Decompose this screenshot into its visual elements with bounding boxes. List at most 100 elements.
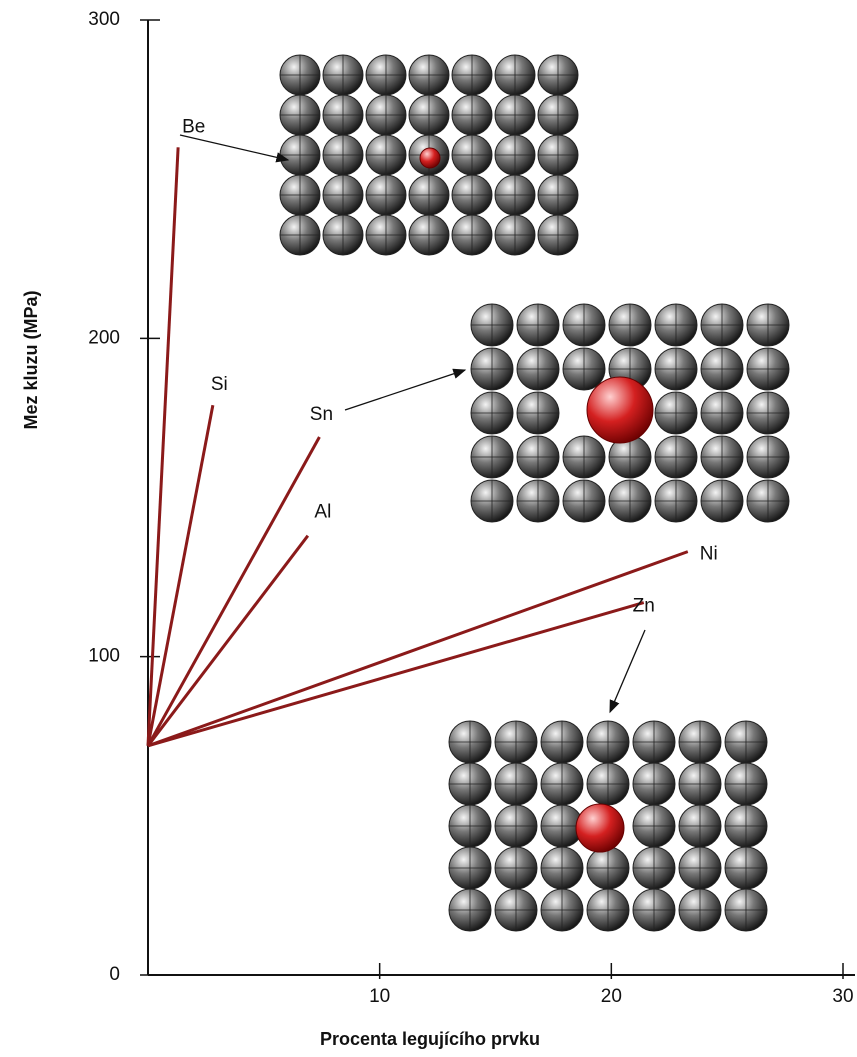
atom-line [495, 721, 537, 763]
atom-line [449, 847, 491, 889]
atom-line [701, 304, 743, 346]
series-label: Al [314, 502, 331, 523]
atom-line [587, 763, 629, 805]
atom-line [280, 175, 320, 215]
x-tick-label: 30 [832, 986, 853, 1007]
atom-line [495, 215, 535, 255]
arrow [179, 134, 290, 163]
atom-line [538, 175, 578, 215]
atom-line [471, 392, 513, 434]
atom-line [563, 480, 605, 522]
atom-line [452, 55, 492, 95]
y-tick-label: 200 [88, 327, 120, 348]
atom-line [655, 348, 697, 390]
atom-line [701, 480, 743, 522]
atom-line [495, 889, 537, 931]
atom-line [655, 436, 697, 478]
atom-line [609, 436, 651, 478]
atom-line [495, 55, 535, 95]
lattice-illustrations [279, 54, 790, 932]
atom-line [679, 847, 721, 889]
atom-line [538, 135, 578, 175]
series-label: Sn [310, 404, 333, 425]
solute-atom [586, 376, 654, 444]
atom-line [563, 348, 605, 390]
atom-line [517, 304, 559, 346]
y-tick-label: 100 [88, 646, 120, 667]
atom-line [538, 215, 578, 255]
atom-line [449, 763, 491, 805]
atom-line [495, 763, 537, 805]
atom-line [471, 436, 513, 478]
atom-line [449, 889, 491, 931]
atom-line [280, 95, 320, 135]
atom-line [517, 348, 559, 390]
atom-line [701, 436, 743, 478]
atom-line [747, 348, 789, 390]
atom-line [747, 436, 789, 478]
atom-line [366, 55, 406, 95]
atom-line [725, 721, 767, 763]
x-tick-label: 10 [369, 986, 390, 1007]
series-label: Si [211, 374, 228, 395]
atom-line [655, 480, 697, 522]
atom-line [538, 55, 578, 95]
atom-line [725, 763, 767, 805]
atom-line [517, 436, 559, 478]
atom-line [495, 135, 535, 175]
atom-line [517, 480, 559, 522]
atom-line [633, 805, 675, 847]
atom-line [725, 847, 767, 889]
atom-line [563, 436, 605, 478]
atom-line [452, 215, 492, 255]
atom-line [679, 889, 721, 931]
atom-line [323, 135, 363, 175]
series-label: Ni [700, 544, 718, 565]
atom-line [747, 304, 789, 346]
atom-line [701, 348, 743, 390]
atom-line [323, 55, 363, 95]
series-line [146, 436, 321, 747]
atom-line [517, 392, 559, 434]
atom-line [366, 175, 406, 215]
atom-line [409, 175, 449, 215]
atom-line [449, 721, 491, 763]
atom-line [679, 805, 721, 847]
atom-line [471, 480, 513, 522]
atom-line [495, 805, 537, 847]
atom-line [587, 721, 629, 763]
y-axis-title: Mez kluzu (MPa) [21, 290, 41, 429]
atom-line [633, 721, 675, 763]
atom-line [280, 215, 320, 255]
atom-line [609, 480, 651, 522]
series-label: Zn [633, 596, 655, 617]
atom-line [538, 95, 578, 135]
atom-line [609, 304, 651, 346]
atom-line [541, 889, 583, 931]
atom-line [679, 763, 721, 805]
series-line [147, 550, 689, 748]
series-line [146, 534, 310, 747]
atom-line [747, 480, 789, 522]
atom-line [587, 889, 629, 931]
x-tick-label: 20 [601, 986, 622, 1007]
atom-line [541, 763, 583, 805]
atom-line [409, 55, 449, 95]
series-line [146, 147, 180, 746]
atom-line [409, 215, 449, 255]
atom-line [452, 135, 492, 175]
x-axis-title: Procenta legujícího prvku [320, 1029, 540, 1049]
series-line [147, 601, 645, 748]
atom-line [449, 805, 491, 847]
atom-line [587, 847, 629, 889]
atom-line [495, 95, 535, 135]
atom-line [409, 95, 449, 135]
arrow [344, 368, 467, 411]
series-label: Be [182, 116, 205, 137]
atom-line [452, 95, 492, 135]
atom-line [495, 175, 535, 215]
atom-line [563, 304, 605, 346]
atom-line [747, 392, 789, 434]
series-line [146, 404, 215, 747]
